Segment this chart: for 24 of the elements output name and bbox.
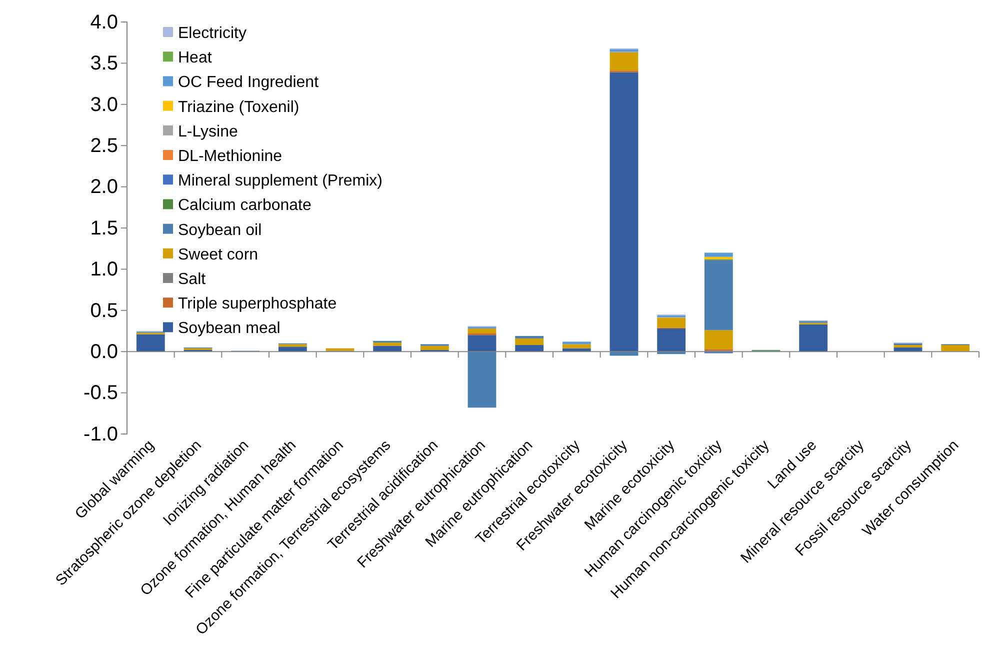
- legend-label: Calcium carbonate: [178, 197, 312, 214]
- legend-label: Triple superphosphate: [178, 296, 337, 313]
- legend-label: L-Lysine: [178, 123, 238, 140]
- legend-label: Triazine (Toxenil): [178, 98, 300, 116]
- legend-label: Soybean oil: [178, 222, 262, 239]
- legend-label: Soybean meal: [178, 320, 280, 338]
- y-tick-label: 1.5: [90, 217, 118, 240]
- y-tick-label: 2.0: [90, 176, 118, 198]
- y-tick-label: 1.0: [90, 258, 118, 281]
- legend-label: Heat: [178, 50, 212, 67]
- legend-label: Electricity: [178, 25, 246, 42]
- y-tick-label: 3.5: [90, 52, 118, 75]
- y-tick-label: 2.5: [90, 135, 118, 157]
- legend-label: OC Feed Ingredient: [178, 74, 320, 92]
- y-tick-label: 4.0: [90, 11, 118, 34]
- y-tick-label: -0.5: [84, 382, 118, 404]
- legend-label: DL-Methionine: [178, 148, 282, 165]
- y-tick-label: 3.0: [90, 94, 118, 116]
- y-tick-label: -1.0: [84, 423, 118, 446]
- legend-label: Salt: [178, 271, 206, 288]
- y-tick-label: 0.5: [90, 300, 118, 322]
- legend-label: Mineral supplement (Premix): [178, 172, 383, 190]
- legend-label: Sweet corn: [178, 246, 258, 264]
- y-tick-label: 0.0: [90, 341, 118, 363]
